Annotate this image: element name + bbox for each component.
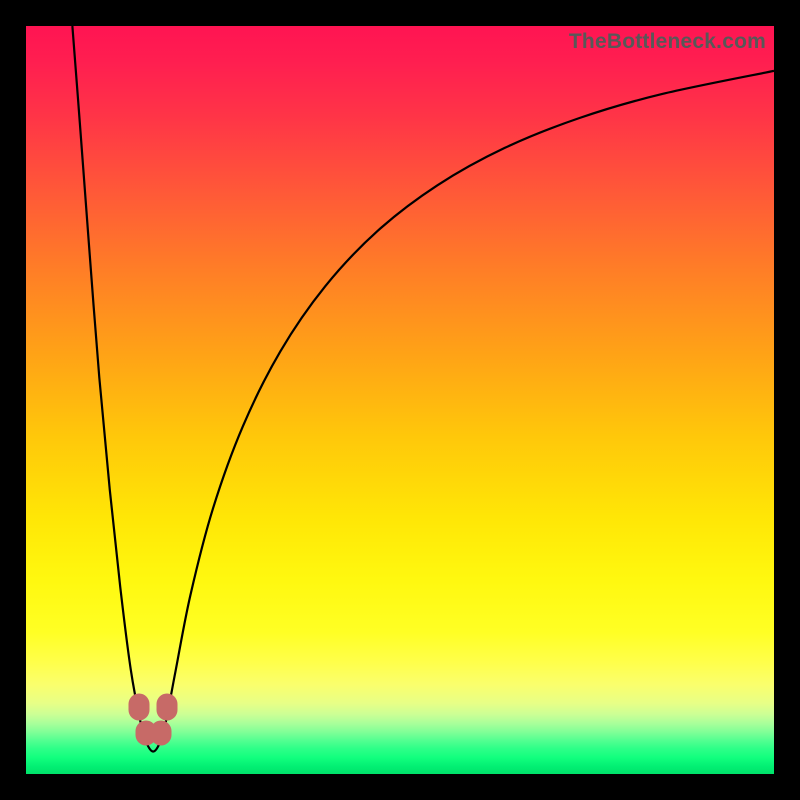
bottleneck-curve [72,26,774,752]
curve-marker [128,693,149,720]
gradient-background [26,26,774,774]
chart-frame: TheBottleneck.com [0,0,800,800]
curve-marker [150,720,171,745]
curve-marker [157,693,178,720]
plot-area: TheBottleneck.com [26,26,774,774]
watermark-text: TheBottleneck.com [569,30,766,54]
chart-svg [26,26,774,774]
